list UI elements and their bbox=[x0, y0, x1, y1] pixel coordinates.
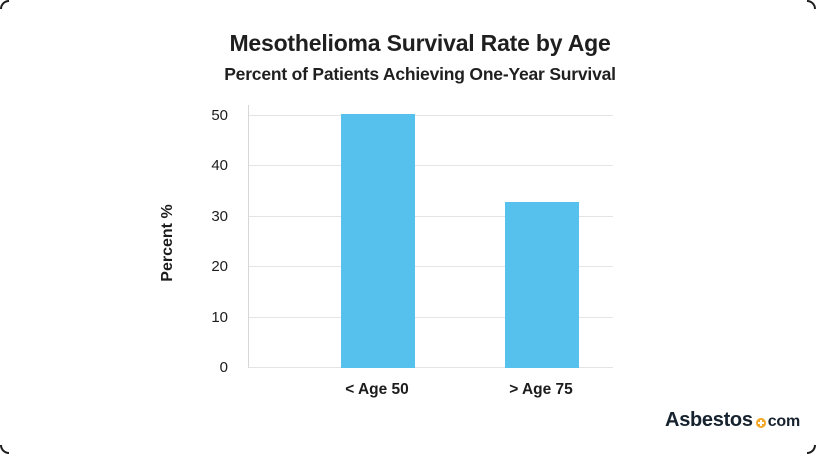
gridline-0 bbox=[249, 367, 613, 368]
gridline-20 bbox=[249, 266, 613, 268]
card-corner-top-left bbox=[0, 0, 9, 9]
chart-subtitle: Percent of Patients Achieving One-Year S… bbox=[224, 64, 616, 84]
x-category-label-1: < Age 50 bbox=[345, 381, 409, 398]
y-tick-label-50: 50 bbox=[211, 107, 228, 124]
gridline-30 bbox=[249, 215, 613, 217]
gridline-50 bbox=[249, 115, 613, 116]
bar-2 bbox=[505, 202, 579, 368]
gridline-40 bbox=[249, 165, 613, 167]
x-category-label-2: > Age 75 bbox=[509, 381, 573, 398]
gridline-10 bbox=[249, 316, 613, 318]
asbestos-logo: Asbestos com bbox=[665, 409, 800, 431]
chart-header: Mesothelioma Survival Rate by Age Percen… bbox=[24, 30, 816, 85]
card-corner-bottom-right bbox=[807, 445, 816, 454]
y-tick-label-40: 40 bbox=[211, 157, 228, 175]
card-corner-top-right bbox=[807, 0, 816, 9]
y-tick-label-30: 30 bbox=[211, 207, 228, 225]
y-tick-label-10: 10 bbox=[211, 308, 228, 326]
logo-tld-text: com bbox=[767, 413, 801, 430]
plot-area bbox=[248, 105, 613, 368]
y-axis-label: Percent % bbox=[159, 204, 176, 282]
chart-title: Mesothelioma Survival Rate by Age bbox=[229, 30, 611, 56]
logo-plus-dot-icon bbox=[755, 418, 766, 428]
card-corner-bottom-left bbox=[0, 445, 9, 454]
plus-icon bbox=[757, 420, 764, 426]
y-tick-label-20: 20 bbox=[211, 258, 228, 276]
logo-brand-text: Asbestos bbox=[665, 409, 753, 431]
y-tick-label-0: 0 bbox=[219, 359, 228, 376]
bar-1 bbox=[341, 113, 415, 368]
